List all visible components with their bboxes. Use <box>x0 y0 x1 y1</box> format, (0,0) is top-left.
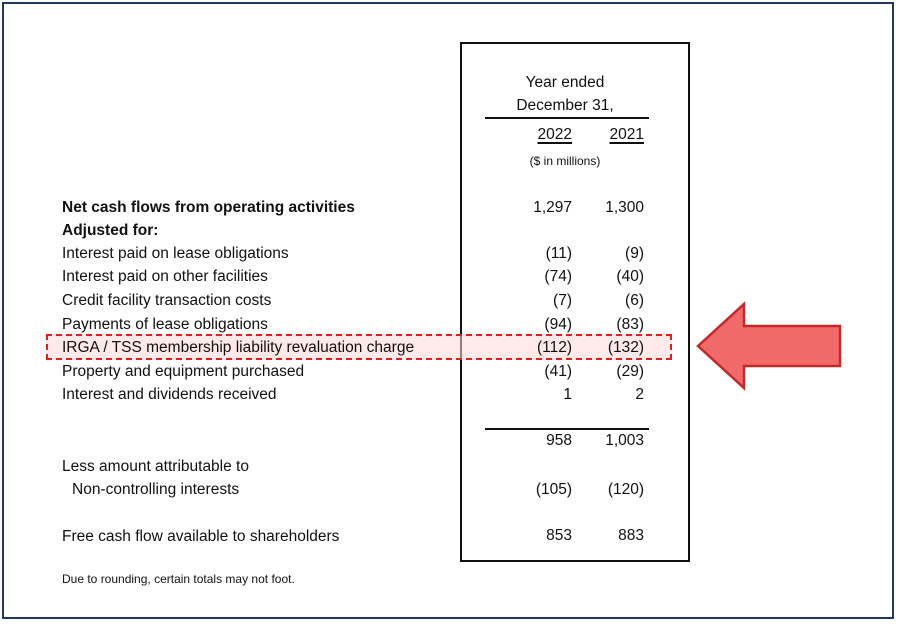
subtotal-value-2021: 1,003 <box>605 432 644 449</box>
row-value-2022: 1 <box>563 386 572 403</box>
row-label: Property and equipment purchased <box>62 363 305 380</box>
row-value-2022: (94) <box>544 316 572 333</box>
row-value-2021: 1,300 <box>605 199 644 216</box>
footnote: Due to rounding, certain totals may not … <box>62 572 295 586</box>
row-label: Interest paid on lease obligations <box>62 245 289 262</box>
period-label-line1: Year ended <box>525 74 605 91</box>
nci-value-2022: (105) <box>535 481 572 498</box>
row-label: Interest and dividends received <box>62 386 277 403</box>
row-value-2022: (74) <box>544 268 572 285</box>
row-label: Payments of lease obligations <box>62 316 268 333</box>
row-value-2021: (6) <box>625 292 644 309</box>
year-2022-header: 2022 <box>537 126 572 143</box>
fcf-value-2022: 853 <box>546 527 572 544</box>
subtotal-value-2022: 958 <box>546 432 572 449</box>
header-rule <box>485 117 649 119</box>
row-label: Net cash flows from operating activities <box>62 199 355 216</box>
row-value-2021: (9) <box>625 245 644 262</box>
subtotal-rule <box>485 428 649 430</box>
highlighted-row-label: IRGA / TSS membership liability revaluat… <box>62 339 415 356</box>
fcf-value-2021: 883 <box>618 527 644 544</box>
row-value-2022: (41) <box>544 363 572 380</box>
row-value-2021: (40) <box>616 268 644 285</box>
left-arrow-icon <box>696 301 842 391</box>
row-value-2021: (83) <box>616 316 644 333</box>
nci-label-line1: Less amount attributable to <box>62 458 249 475</box>
row-value-2021: (29) <box>616 363 644 380</box>
highlighted-row-value-2022: (112) <box>536 339 572 356</box>
row-value-2022: (7) <box>553 292 572 309</box>
year-2021-header: 2021 <box>609 126 644 143</box>
row-value-2022: 1,297 <box>533 199 572 216</box>
nci-value-2021: (120) <box>607 481 644 498</box>
nci-label-line2: Non-controlling interests <box>72 481 240 498</box>
row-value-2021: 2 <box>635 386 644 403</box>
highlight-box <box>46 334 672 360</box>
fcf-label: Free cash flow available to shareholders <box>62 528 340 545</box>
row-value-2022: (11) <box>545 245 572 262</box>
numbers-column-box <box>460 42 690 562</box>
row-label: Interest paid on other facilities <box>62 268 268 285</box>
row-label: Adjusted for: <box>62 222 159 239</box>
slide-frame <box>2 2 894 619</box>
highlighted-row-value-2021: (132) <box>607 339 644 356</box>
row-label: Credit facility transaction costs <box>62 292 272 309</box>
period-label-line2: December 31, <box>516 97 614 114</box>
units-label: ($ in millions) <box>529 154 601 168</box>
